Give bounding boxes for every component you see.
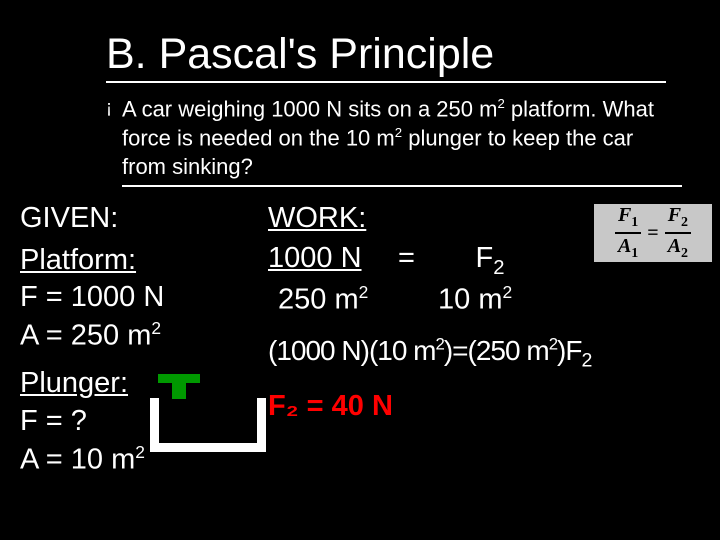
formula-s1: 1 (631, 215, 638, 230)
equation-denominator-row: 250 m2 10 m2 (268, 281, 708, 319)
formula-f1: F (618, 204, 631, 226)
eq-num-right: F2 (440, 240, 540, 281)
eq-f-sub: 2 (493, 256, 504, 278)
sup-2a: 2 (497, 96, 504, 111)
problem-text-1: A car weighing 1000 N sits on a 250 m (122, 96, 497, 121)
formula-a2: A (668, 235, 681, 257)
slide-title: B. Pascal's Principle (106, 30, 666, 83)
formula-sa1: 1 (631, 246, 638, 261)
formula-f2: F (668, 204, 681, 226)
sup-2b: 2 (395, 125, 402, 140)
platform-area: A = 250 m2 (20, 317, 250, 355)
problem-bullet-row: ¡ A car weighing 1000 N sits on a 250 m2… (106, 95, 694, 187)
formula-right-frac: F2 A2 (665, 205, 691, 261)
eq-den-left: 250 m2 (278, 281, 408, 319)
piston-stem (172, 383, 186, 399)
eq-den-right: 10 m2 (438, 281, 538, 319)
formula-s2: 2 (681, 215, 688, 230)
hydraulic-diagram-icon (150, 374, 270, 452)
pascal-formula-box: F1 A1 = F2 A2 (594, 204, 712, 262)
cross-sub: 2 (581, 350, 591, 372)
given-heading: GIVEN: (20, 200, 250, 238)
eq-num-left: 1000 N (268, 240, 398, 278)
eq-equals: = (398, 240, 440, 278)
final-answer: F₂ = 40 N (268, 388, 708, 426)
eq-f-sym: F (476, 242, 494, 274)
formula-left-frac: F1 A1 (615, 205, 641, 261)
u-tube (150, 398, 266, 452)
platform-force: F = 1000 N (20, 279, 250, 317)
problem-statement: A car weighing 1000 N sits on a 250 m2 p… (122, 95, 682, 187)
piston-cap (158, 374, 200, 383)
formula-sa2: 2 (681, 246, 688, 261)
formula-equals: = (641, 222, 664, 245)
cross-multiply: (1000 N)(10 m2)=(250 m2)F2 (268, 333, 708, 374)
formula-a1: A (618, 235, 631, 257)
bullet-icon: ¡ (106, 95, 112, 187)
platform-label: Platform: (20, 242, 250, 280)
